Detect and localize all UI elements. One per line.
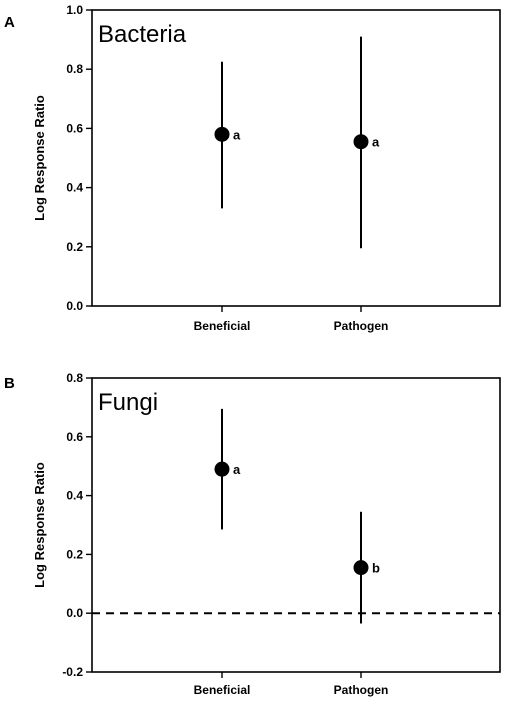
- data-point: [353, 134, 369, 150]
- y-tick-label: 0.8: [66, 371, 83, 385]
- y-tick-label: 0.4: [66, 181, 83, 195]
- panel-b: B Fungi Log Response Ratio -0.2 0.0 0.2 0.4 0.6…: [4, 371, 501, 697]
- panel-a: A Bacteria Log Response Ratio 0.0 0.2 0.4 0.6 0…: [4, 3, 501, 333]
- plot-frame: [91, 377, 501, 673]
- panel-letter: A: [4, 14, 15, 31]
- y-tick-label: 0.0: [66, 606, 83, 620]
- panel-title: Fungi: [98, 389, 158, 416]
- x-tick-label: Pathogen: [334, 683, 389, 697]
- panel-letter: B: [4, 375, 15, 392]
- y-tick-label: 0.6: [66, 430, 83, 444]
- y-tick-label: 0.2: [66, 240, 83, 254]
- y-tick-label: 1.0: [66, 3, 83, 17]
- significance-label: a: [233, 127, 241, 142]
- y-tick-label: 0.4: [66, 489, 83, 503]
- significance-label: a: [372, 135, 380, 150]
- y-tick-label: -0.2: [62, 665, 83, 679]
- plot-frame: [91, 9, 501, 307]
- x-tick-label: Pathogen: [334, 319, 389, 333]
- y-tick-label: 0.0: [66, 299, 83, 313]
- y-tick-label: 0.6: [66, 121, 83, 135]
- significance-label: b: [372, 561, 380, 576]
- data-point: [214, 126, 230, 142]
- significance-label: a: [233, 462, 241, 477]
- x-tick-label: Beneficial: [194, 683, 251, 697]
- y-axis-label: Log Response Ratio: [32, 95, 47, 221]
- data-point: [214, 461, 230, 477]
- y-axis-label: Log Response Ratio: [32, 462, 47, 588]
- y-tick-label: 0.2: [66, 547, 83, 561]
- data-point: [353, 560, 369, 576]
- panel-title: Bacteria: [98, 21, 187, 48]
- y-tick-label: 0.8: [66, 62, 83, 76]
- x-tick-label: Beneficial: [194, 319, 251, 333]
